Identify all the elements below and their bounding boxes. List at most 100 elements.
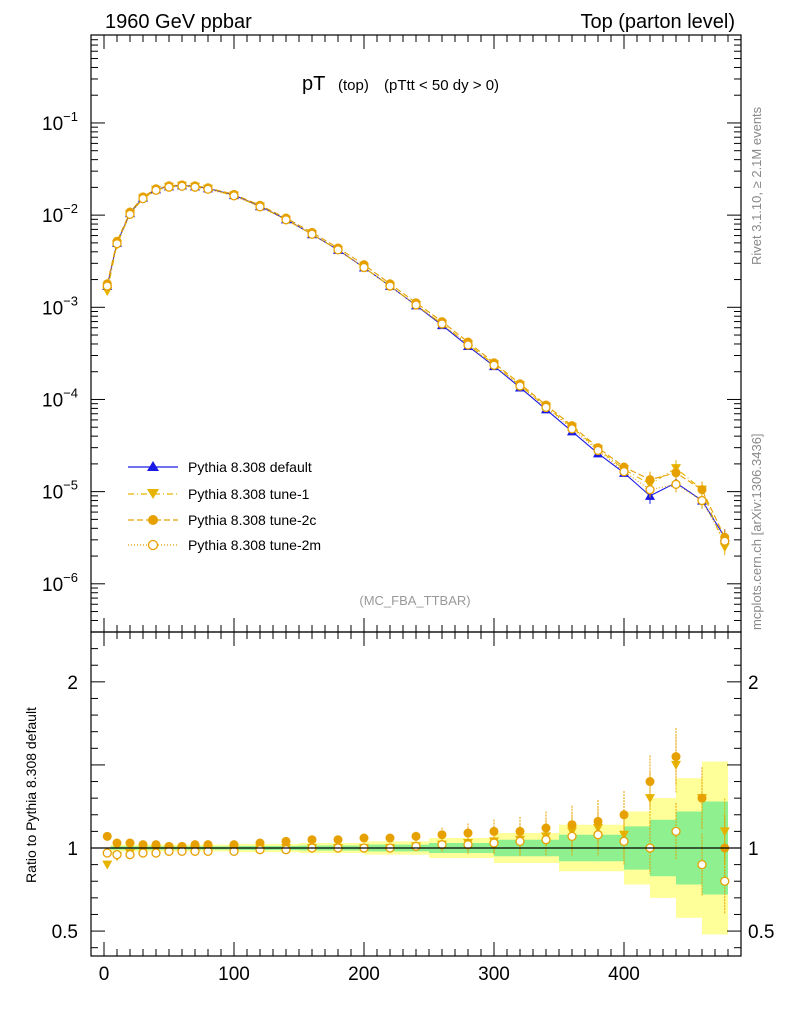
main-point-series-3 <box>541 402 551 413</box>
xtick-label: 0 <box>99 964 110 985</box>
ratio-point-series-2 <box>102 848 112 858</box>
main-point-series-3 <box>645 485 655 495</box>
ratio-point-series-1 <box>307 835 317 845</box>
ratio-point-series-1 <box>697 793 707 803</box>
main-point-series-3 <box>138 193 148 204</box>
ratio-point-series-1 <box>138 840 148 850</box>
xtick-label: 100 <box>218 964 250 985</box>
ratio-point-series-1 <box>359 833 369 843</box>
main-point-series-3 <box>333 245 343 255</box>
main-ytick-label: 10−6 <box>42 570 78 596</box>
legend-entry-tune1: Pythia 8.308 tune-1 <box>128 486 310 502</box>
plot-title-sub1: (top) <box>338 77 369 94</box>
header-left: 1960 GeV ppbar <box>105 11 252 33</box>
mcplots-label: mcplots.cern.ch [arXiv:1306.3436] <box>749 433 764 630</box>
main-point-series-3 <box>164 182 174 192</box>
axes-group: 10−1 10−2 10−3 10−4 10−5 10−6 0 100 200 300 400 0.5… <box>42 34 774 985</box>
ratio-point-series-2 <box>720 876 730 886</box>
main-point-series-3 <box>515 381 525 391</box>
analysis-watermark: (MC_FBA_TTBAR) <box>359 593 470 608</box>
main-point-series-3 <box>593 445 603 456</box>
ratio-point-series-2 <box>541 835 551 845</box>
main-point-series-3 <box>255 202 265 212</box>
ratio-point-series-2 <box>125 849 135 860</box>
ratio-point-series-1 <box>229 840 239 850</box>
ratio-point-series-1 <box>619 810 629 820</box>
legend-circle-icon <box>148 515 158 525</box>
legend-label-tune1: Pythia 8.308 tune-1 <box>188 486 310 502</box>
main-point-series-2 <box>697 485 707 495</box>
legend-entry-tune2m: Pythia 8.308 tune-2m <box>128 537 321 553</box>
rivet-label: Rivet 3.1.10, ≥ 2.1M events <box>749 106 764 265</box>
main-point-series-3 <box>489 360 499 370</box>
ratio-point-series-2 <box>671 826 681 837</box>
main-point-series-3 <box>307 229 317 239</box>
ratio-point-series-2 <box>177 846 187 856</box>
main-point-series-3 <box>112 239 122 249</box>
ratio-point-series-2 <box>619 836 629 847</box>
ratio-point-series-1 <box>411 831 421 841</box>
main-ytick-label: 10−3 <box>42 293 78 319</box>
main-line-series-0 <box>106 184 726 538</box>
legend-entry-default: Pythia 8.308 default <box>128 459 312 475</box>
ratio-point-series-2 <box>255 845 265 855</box>
ratio-point-series-0 <box>619 830 629 840</box>
ratio-point-series-2 <box>138 848 148 858</box>
plot-title-main: pT <box>302 73 325 95</box>
ratio-ytick-label-right: 0.5 <box>748 922 774 943</box>
main-line-series-2 <box>106 184 726 538</box>
main-point-series-3 <box>437 319 447 329</box>
ratio-point-series-2 <box>593 830 603 840</box>
main-point-series-3 <box>177 181 187 191</box>
ratio-point-series-2 <box>697 859 707 870</box>
ratio-point-series-2 <box>281 845 291 855</box>
ratio-point-series-1 <box>190 840 200 850</box>
ratio-ytick-label-left: 0.5 <box>52 922 78 943</box>
main-point-series-3 <box>697 495 707 506</box>
main-point-series-3 <box>102 281 112 291</box>
ratio-point-series-1 <box>112 838 122 848</box>
ratio-point-series-1 <box>463 828 473 838</box>
main-point-series-3 <box>151 185 161 195</box>
main-point-series-3 <box>385 281 395 291</box>
main-line-series-1 <box>106 185 726 548</box>
main-ytick-label: 10−5 <box>42 478 78 504</box>
main-point-series-3 <box>281 215 291 225</box>
main-series-group <box>102 180 730 556</box>
ratio-point-series-1 <box>333 835 343 845</box>
ratio-point-series-2 <box>112 849 122 860</box>
main-ytick-label: 10−1 <box>42 109 78 135</box>
legend-triangle-down-icon <box>147 489 159 499</box>
header-right: Top (parton level) <box>580 11 735 33</box>
ratio-point-series-2 <box>437 840 447 850</box>
legend: Pythia 8.308 default Pythia 8.308 tune-1… <box>128 459 321 553</box>
ratio-point-series-2 <box>151 848 161 858</box>
legend-label-tune2m: Pythia 8.308 tune-2m <box>188 537 321 553</box>
main-point-series-3 <box>720 536 730 546</box>
ratio-point-series-1 <box>151 840 161 850</box>
xtick-label: 400 <box>608 964 640 985</box>
plot-title-sub2: (pTtt < 50 dy > 0) <box>384 77 499 94</box>
ratio-point-series-1 <box>385 833 395 843</box>
ratio-point-series-1 <box>125 838 135 848</box>
ratio-point-series-2 <box>203 846 213 856</box>
ratio-ytick-label-right: 2 <box>748 673 759 694</box>
ratio-ylabel: Ratio to Pythia 8.308 default <box>23 707 39 883</box>
ratio-point-series-2 <box>229 846 239 856</box>
main-point-series-3 <box>203 184 213 194</box>
main-point-series-3 <box>125 209 135 219</box>
ratio-point-series-2 <box>190 846 200 856</box>
ratio-point-series-1 <box>645 777 655 787</box>
main-point-series-3 <box>619 466 629 477</box>
ratio-point-series-1 <box>437 830 447 840</box>
main-point-series-3 <box>359 262 369 273</box>
main-point-series-2 <box>671 468 681 478</box>
ratio-point-series-1 <box>593 816 603 826</box>
xtick-label: 200 <box>348 964 380 985</box>
ratio-frame <box>90 631 742 957</box>
xtick-label: 300 <box>478 964 510 985</box>
legend-triangle-up-icon <box>147 461 159 471</box>
legend-label-tune2c: Pythia 8.308 tune-2c <box>188 512 316 528</box>
ratio-point-series-0 <box>102 860 113 870</box>
